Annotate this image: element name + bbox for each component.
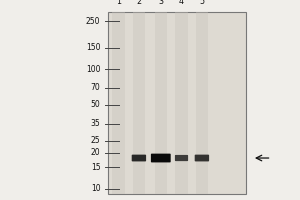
Text: 250: 250 xyxy=(86,17,100,26)
Bar xyxy=(175,12,188,194)
FancyBboxPatch shape xyxy=(132,155,146,161)
Bar xyxy=(133,12,145,194)
Text: 35: 35 xyxy=(91,119,100,128)
FancyBboxPatch shape xyxy=(195,155,209,161)
Text: 5: 5 xyxy=(199,0,205,6)
Text: 70: 70 xyxy=(91,83,100,92)
Bar xyxy=(112,12,125,194)
Bar xyxy=(196,12,208,194)
Text: 1: 1 xyxy=(116,0,121,6)
Text: 15: 15 xyxy=(91,163,100,172)
Text: 100: 100 xyxy=(86,65,100,74)
Text: 25: 25 xyxy=(91,136,100,145)
Text: 2: 2 xyxy=(136,0,142,6)
FancyBboxPatch shape xyxy=(175,155,188,161)
Bar xyxy=(154,12,167,194)
FancyBboxPatch shape xyxy=(151,154,171,162)
Text: 20: 20 xyxy=(91,148,100,157)
Text: 150: 150 xyxy=(86,43,100,52)
Text: 3: 3 xyxy=(158,0,163,6)
Text: 50: 50 xyxy=(91,100,100,109)
Polygon shape xyxy=(108,12,246,194)
Text: 10: 10 xyxy=(91,184,100,193)
Text: 4: 4 xyxy=(179,0,184,6)
